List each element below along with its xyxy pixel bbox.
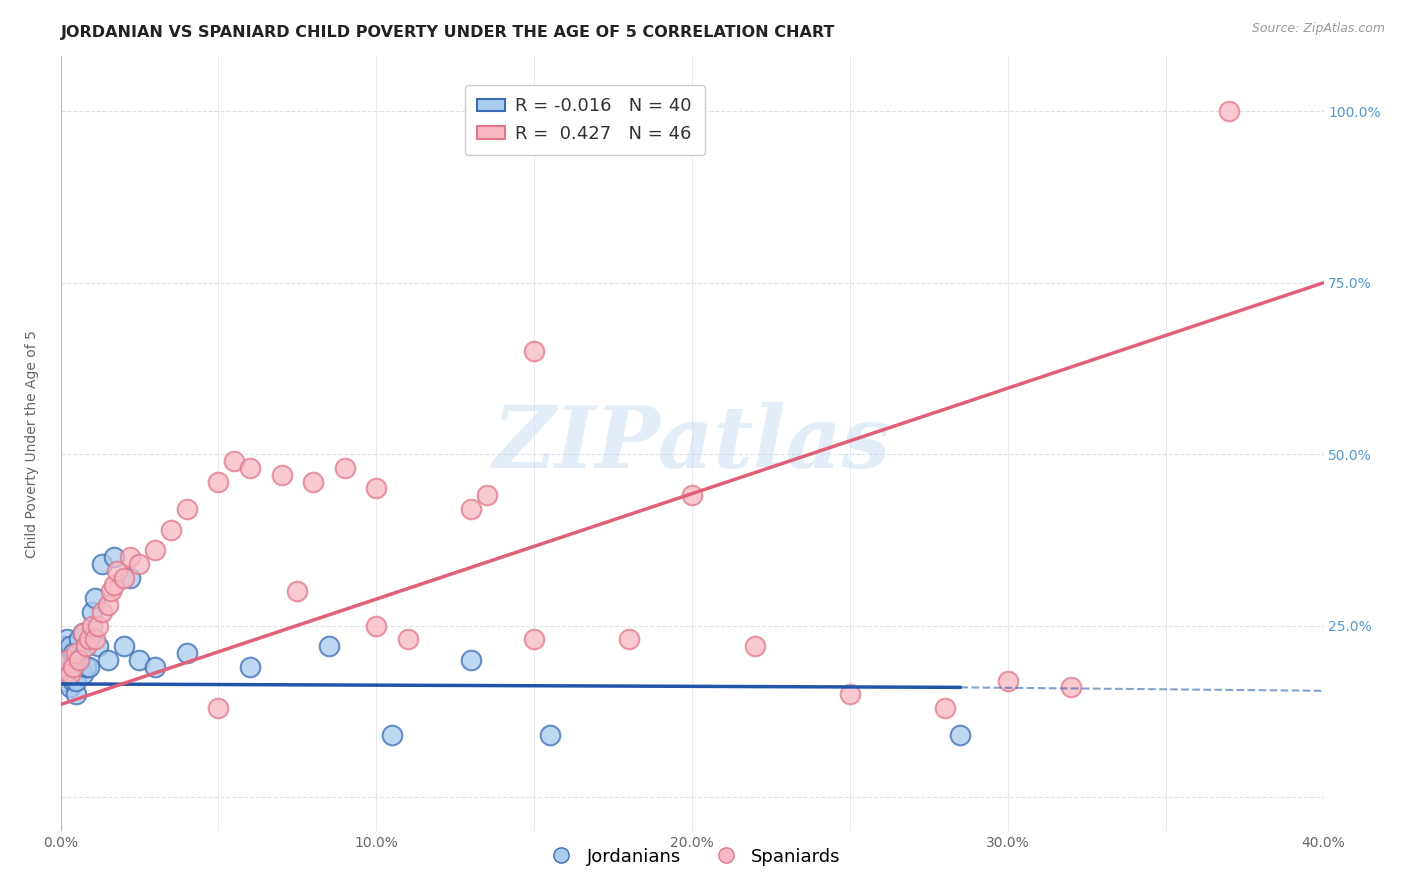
Point — [52, 666, 75, 681]
Point — [72, 625, 94, 640]
Point — [538, 728, 561, 742]
Point — [65, 646, 87, 660]
Point — [396, 632, 419, 647]
Point — [207, 701, 229, 715]
Point — [75, 660, 97, 674]
Point — [84, 591, 107, 606]
Point — [62, 673, 84, 688]
Point — [69, 653, 91, 667]
Point — [56, 646, 79, 660]
Point — [176, 502, 198, 516]
Point — [59, 666, 82, 681]
Point — [1218, 104, 1240, 119]
Point — [143, 543, 166, 558]
Point — [62, 660, 84, 674]
Point — [997, 673, 1019, 688]
Point — [460, 653, 482, 667]
Point — [75, 639, 97, 653]
Point — [77, 632, 100, 647]
Point — [72, 666, 94, 681]
Point — [82, 618, 104, 632]
Point — [65, 653, 87, 667]
Y-axis label: Child Poverty Under the Age of 5: Child Poverty Under the Age of 5 — [25, 330, 39, 558]
Point — [160, 523, 183, 537]
Point — [239, 461, 262, 475]
Point — [112, 639, 135, 653]
Point — [65, 673, 87, 688]
Point — [90, 605, 112, 619]
Point — [103, 550, 125, 565]
Point — [62, 660, 84, 674]
Point — [366, 618, 388, 632]
Point — [118, 550, 141, 565]
Point — [87, 618, 110, 632]
Point — [681, 488, 703, 502]
Point — [62, 646, 84, 660]
Text: ZIPatlas: ZIPatlas — [494, 402, 891, 485]
Point — [105, 564, 128, 578]
Point — [100, 584, 122, 599]
Point — [84, 632, 107, 647]
Point — [333, 461, 356, 475]
Point — [65, 687, 87, 701]
Point — [90, 557, 112, 571]
Point — [112, 571, 135, 585]
Point — [97, 653, 120, 667]
Point — [128, 557, 150, 571]
Point — [72, 625, 94, 640]
Point — [285, 584, 308, 599]
Point — [744, 639, 766, 653]
Point — [52, 639, 75, 653]
Text: JORDANIAN VS SPANIARD CHILD POVERTY UNDER THE AGE OF 5 CORRELATION CHART: JORDANIAN VS SPANIARD CHILD POVERTY UNDE… — [60, 25, 835, 40]
Point — [318, 639, 340, 653]
Point — [1060, 681, 1083, 695]
Point — [82, 605, 104, 619]
Point — [59, 639, 82, 653]
Point — [75, 639, 97, 653]
Point — [52, 673, 75, 688]
Point — [460, 502, 482, 516]
Point — [207, 475, 229, 489]
Point — [302, 475, 325, 489]
Point — [617, 632, 640, 647]
Point — [103, 577, 125, 591]
Point — [270, 467, 292, 482]
Point — [176, 646, 198, 660]
Point — [52, 653, 75, 667]
Point — [934, 701, 956, 715]
Point — [87, 639, 110, 653]
Point — [56, 660, 79, 674]
Point — [239, 660, 262, 674]
Point — [77, 660, 100, 674]
Text: Source: ZipAtlas.com: Source: ZipAtlas.com — [1251, 22, 1385, 36]
Point — [475, 488, 498, 502]
Point — [97, 598, 120, 612]
Point — [118, 571, 141, 585]
Point — [366, 482, 388, 496]
Point — [949, 728, 972, 742]
Point — [143, 660, 166, 674]
Point — [59, 681, 82, 695]
Point — [59, 666, 82, 681]
Point — [56, 632, 79, 647]
Point — [128, 653, 150, 667]
Point — [69, 632, 91, 647]
Point — [838, 687, 860, 701]
Point — [69, 653, 91, 667]
Point — [56, 653, 79, 667]
Point — [381, 728, 404, 742]
Point — [523, 344, 546, 359]
Point — [523, 632, 546, 647]
Point — [224, 454, 246, 468]
Legend: Jordanians, Spaniards: Jordanians, Spaniards — [536, 840, 848, 872]
Point — [59, 653, 82, 667]
